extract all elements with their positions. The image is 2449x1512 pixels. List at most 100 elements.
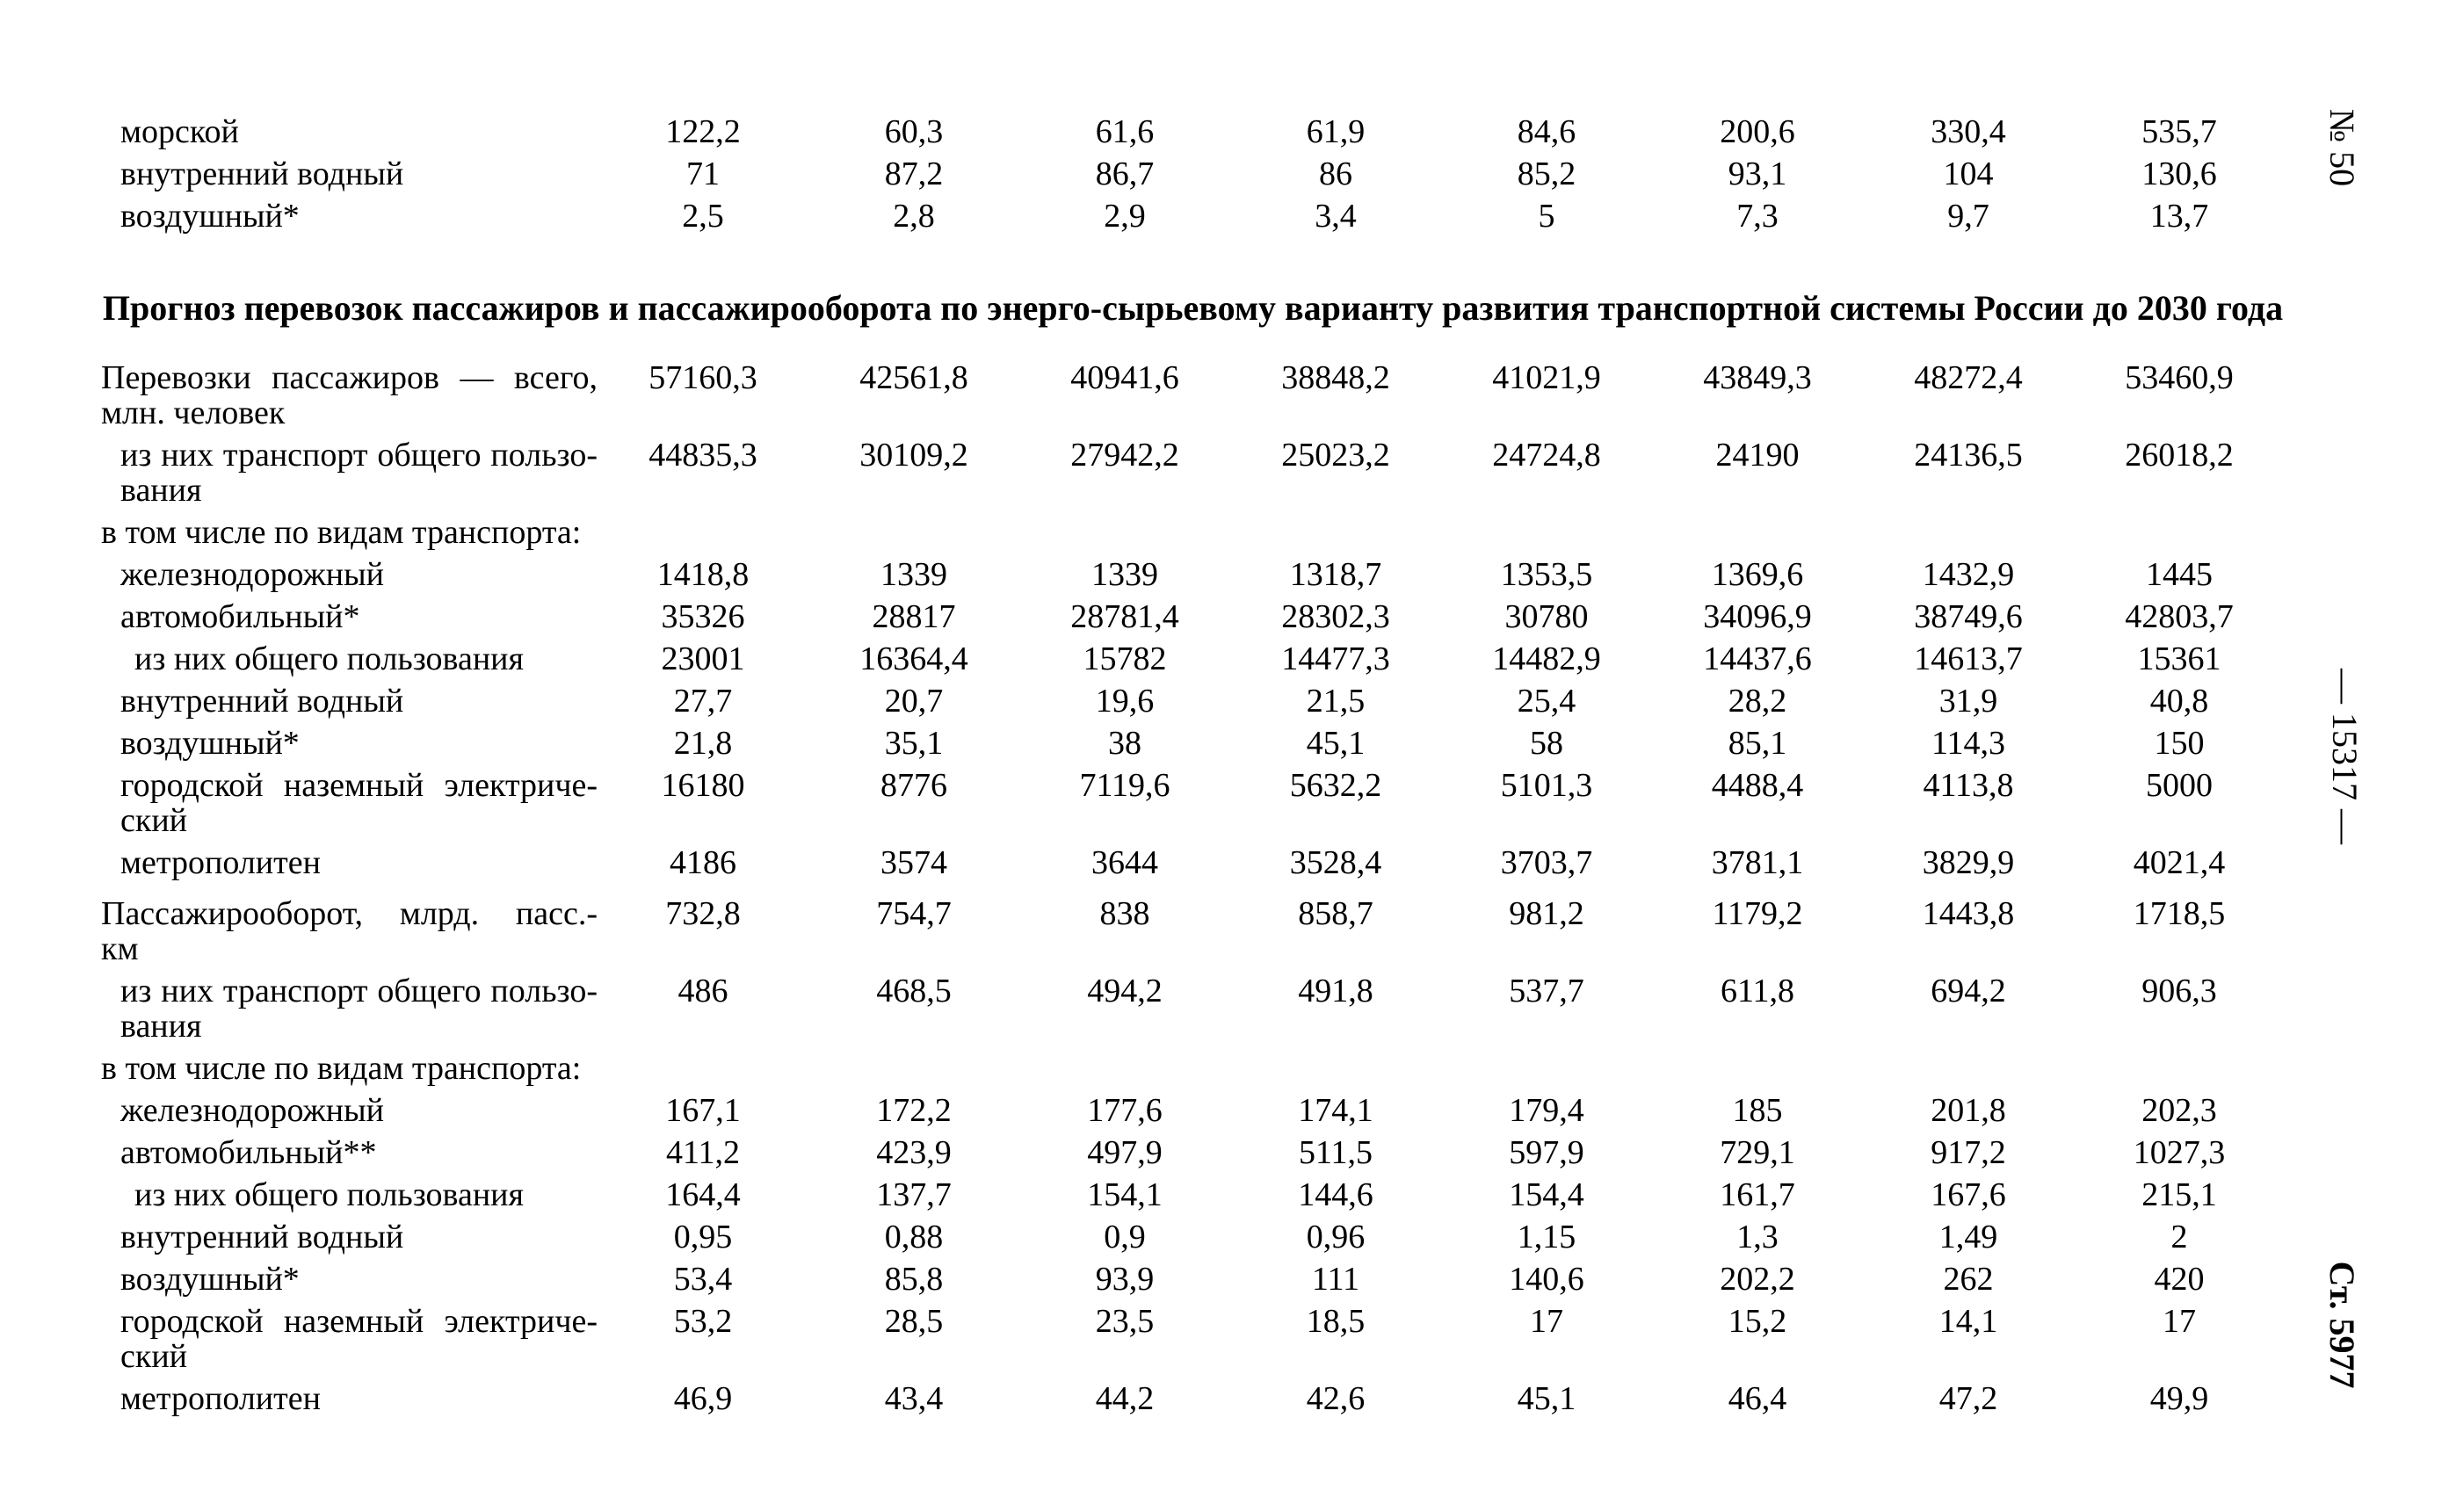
row-value: 24190 (1715, 437, 1800, 474)
row-value: 17 (1530, 1303, 1563, 1340)
table-row: городской наземный электриче-ский 53,2 28… (101, 1304, 2285, 1374)
table-row: Пассажирооборот, млрд. пасс.- км 732,8 754… (101, 896, 2285, 966)
row-value: 2,9 (1104, 198, 1146, 235)
row-value: 85,1 (1728, 725, 1787, 762)
row-value: 262 (1943, 1261, 1994, 1298)
row-value: 140,6 (1509, 1261, 1584, 1298)
row-value: 1418,8 (656, 556, 750, 593)
row-value: 1432,9 (1922, 556, 2015, 593)
row-label-line: из них общего пользования (134, 640, 524, 677)
row-value: 61,6 (1095, 113, 1155, 150)
row-value: 694,2 (1931, 973, 2006, 1009)
row-label: метрополитен (101, 1381, 598, 1416)
row-value: 38749,6 (1914, 598, 2023, 635)
row-label: железнодорожный (101, 557, 598, 592)
row-value: 28,5 (884, 1303, 944, 1340)
row-value: 16364,4 (859, 640, 968, 677)
row-value: 167,1 (665, 1092, 741, 1129)
row-value: 60,3 (884, 113, 944, 150)
row-label: внутренний водный (101, 684, 598, 719)
row-label-line: Перевозки пассажиров — всего, (101, 359, 598, 396)
row-value: 27,7 (673, 683, 733, 720)
row-value: 423,9 (876, 1134, 952, 1171)
row-value: 1,3 (1736, 1219, 1779, 1255)
row-value: 838 (1099, 895, 1150, 932)
row-label-line: метрополитен (120, 1380, 321, 1417)
row-value: 49,9 (2149, 1380, 2209, 1417)
row-label-line: в том числе по видам транспорта: (101, 514, 582, 551)
row-value: 23,5 (1095, 1303, 1155, 1340)
row-label-line: ский (120, 1338, 187, 1375)
article-number-note: Ст. 5977 (2322, 1261, 2362, 1389)
row-value: 53,4 (673, 1261, 733, 1298)
row-label: железнодорожный (101, 1093, 598, 1128)
row-value: 47,2 (1938, 1380, 1998, 1417)
row-label-line: км (101, 930, 139, 967)
row-value: 85,8 (884, 1261, 944, 1298)
table-row: автомобильный* 35326 28817 28781,4 28302,3 3… (101, 599, 2285, 634)
row-value: 0,88 (884, 1219, 944, 1255)
row-label: из них общего пользования (101, 641, 598, 676)
table-row: из них транспорт общего пользо-вания 486… (101, 973, 2285, 1044)
row-value: 5632,2 (1289, 767, 1382, 804)
row-value: 14482,9 (1492, 640, 1601, 677)
row-label-line: внутренний водный (120, 156, 404, 192)
row-label-line: внутренний водный (120, 1219, 404, 1255)
row-value: 15782 (1083, 640, 1167, 677)
row-value: 1027,3 (2133, 1134, 2226, 1171)
row-value: 172,2 (876, 1092, 952, 1129)
row-value: 1339 (880, 556, 947, 593)
row-label-line: Пассажирооборот, млрд. пасс.- (101, 895, 598, 932)
row-label: городской наземный электриче-ский (101, 768, 598, 838)
row-value: 42,6 (1306, 1380, 1366, 1417)
row-value: 30109,2 (859, 437, 968, 474)
row-value: 35,1 (884, 725, 944, 762)
row-value: 3528,4 (1289, 844, 1382, 881)
row-value: 729,1 (1720, 1134, 1795, 1171)
row-value: 161,7 (1720, 1176, 1795, 1213)
table-row: железнодорожный 167,1 172,2 177,6 174,1 179,… (101, 1093, 2285, 1128)
row-value: 21,8 (673, 725, 733, 762)
page-number-note: — 15317 — (2325, 669, 2365, 844)
row-value: 38848,2 (1281, 359, 1390, 396)
row-label-line: морской (120, 113, 239, 150)
row-label: воздушный* (101, 199, 598, 234)
table-row: метрополитен 46,9 43,4 44,2 42,6 45,1 46,4 47,… (101, 1381, 2285, 1416)
table-row: внутренний водный 0,95 0,88 0,9 0,96 1,15 1,3… (101, 1219, 2285, 1255)
row-value: 45,1 (1517, 1380, 1576, 1417)
row-value: 0,9 (1104, 1219, 1146, 1255)
table-row: воздушный* 53,4 85,8 93,9 111 140,6 202,2 262 4… (101, 1262, 2285, 1297)
row-value: 43849,3 (1703, 359, 1812, 396)
row-value: 28302,3 (1281, 598, 1390, 635)
row-value: 44,2 (1095, 1380, 1155, 1417)
row-label: автомобильный* (101, 599, 598, 634)
row-value: 150 (2154, 725, 2205, 762)
row-value: 201,8 (1931, 1092, 2006, 1129)
table-row: Перевозки пассажиров — всего, млн. челове… (101, 360, 2285, 430)
table-row: внутренний водный 71 87,2 86,7 86 85,2 93,1 10… (101, 156, 2285, 192)
row-value: 5 (1538, 198, 1555, 235)
row-value: 5101,3 (1500, 767, 1593, 804)
row-value: 202,3 (2141, 1092, 2217, 1129)
row-value: 167,6 (1931, 1176, 2006, 1213)
row-value: 85,2 (1517, 156, 1576, 192)
row-value: 122,2 (665, 113, 741, 150)
table-row: воздушный* 21,8 35,1 38 45,1 58 85,1 114,3 150 (101, 726, 2285, 761)
row-value: 14,1 (1938, 1303, 1998, 1340)
row-label-line: в том числе по видам транспорта: (101, 1050, 582, 1087)
row-value: 46,4 (1728, 1380, 1787, 1417)
row-value: 28817 (872, 598, 956, 635)
row-label: Перевозки пассажиров — всего, млн. челове… (101, 360, 598, 430)
row-value: 411,2 (665, 1134, 741, 1171)
page-content: морской 122,2 60,3 61,6 61,9 84,6 200,6 330,4 5… (101, 114, 2285, 1423)
row-value: 185 (1732, 1092, 1783, 1129)
row-value: 15361 (2137, 640, 2221, 677)
row-value: 5000 (2146, 767, 2213, 804)
row-value: 611,8 (1720, 973, 1795, 1009)
row-value: 917,2 (1931, 1134, 2006, 1171)
row-label-line: воздушный* (120, 198, 300, 235)
row-value: 1445 (2146, 556, 2213, 593)
row-label: Пассажирооборот, млрд. пасс.- км (101, 896, 598, 966)
row-value: 202,2 (1720, 1261, 1795, 1298)
row-value: 164,4 (665, 1176, 741, 1213)
